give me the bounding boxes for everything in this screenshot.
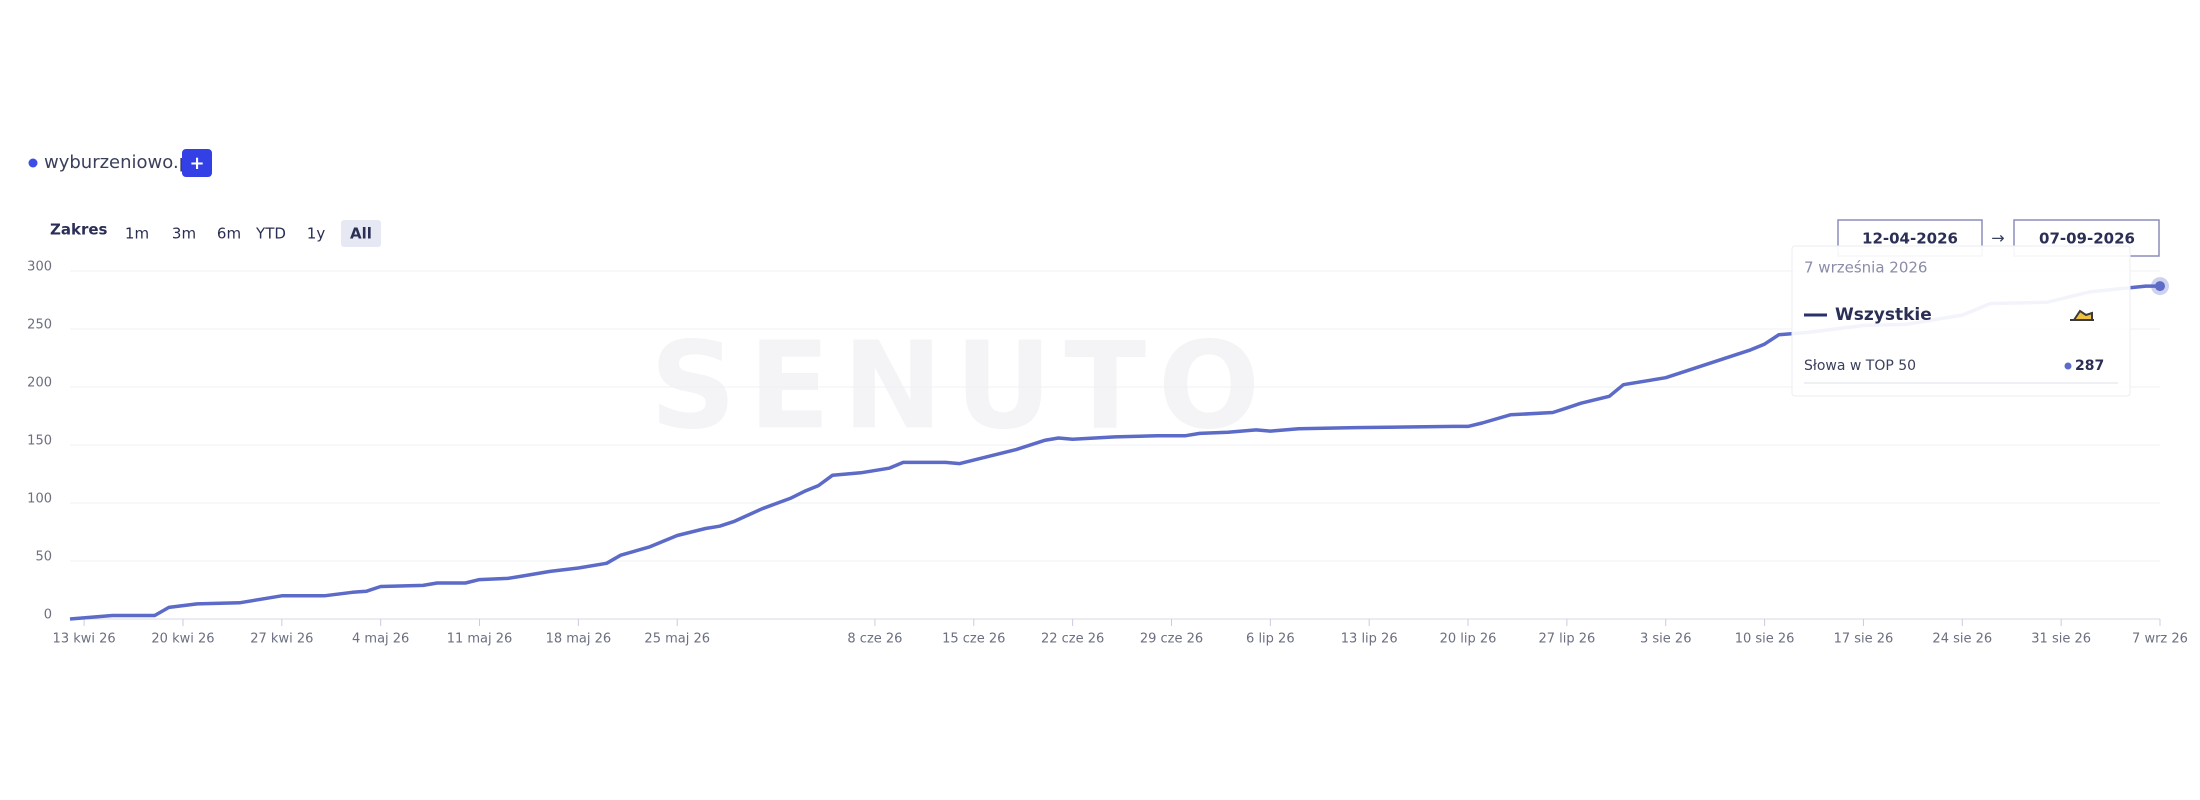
x-tick-label: 20 kwi 26: [151, 632, 214, 647]
range-button-label: YTD: [255, 225, 286, 243]
x-tick-label: 3 sie 26: [1640, 632, 1691, 647]
domain-label: wyburzeniowo.pl: [44, 152, 195, 173]
range-button[interactable]: All: [341, 220, 381, 247]
range-button-label: 3m: [172, 225, 196, 243]
x-tick-label: 29 cze 26: [1140, 632, 1203, 647]
x-tick-label: 22 cze 26: [1041, 632, 1104, 647]
range-button-label: 1m: [125, 225, 149, 243]
x-tick-label: 31 sie 26: [2031, 632, 2091, 647]
tooltip-value: 287: [2075, 358, 2104, 374]
range-button[interactable]: 3m: [172, 225, 196, 243]
range-button[interactable]: 6m: [217, 225, 241, 243]
y-tick-label: 150: [27, 434, 52, 449]
x-tick-label: 18 maj 26: [546, 632, 612, 647]
y-tick-label: 250: [27, 318, 52, 333]
y-tick-label: 200: [27, 376, 52, 391]
x-tick-label: 10 sie 26: [1735, 632, 1795, 647]
y-tick-label: 0: [44, 608, 52, 623]
x-tick-label: 13 kwi 26: [53, 632, 116, 647]
add-button[interactable]: +: [182, 149, 212, 177]
x-tick-label: 27 kwi 26: [250, 632, 313, 647]
y-tick-label: 300: [27, 260, 52, 275]
domain-dot: [28, 158, 38, 168]
x-tick-label: 24 sie 26: [1932, 632, 1992, 647]
x-tick-label: 8 cze 26: [847, 632, 902, 647]
y-tick-label: 50: [35, 550, 52, 565]
range-button-label: 1y: [307, 225, 326, 243]
x-tick-label: 7 wrz 26: [2132, 632, 2188, 647]
range-button[interactable]: 1y: [307, 225, 326, 243]
range-button-label: 6m: [217, 225, 241, 243]
x-tick-label: 27 lip 26: [1538, 632, 1595, 647]
date-to-label: 07-09-2026: [2039, 230, 2135, 248]
series-line: [69, 284, 2160, 621]
hover-point-core: [2155, 281, 2165, 292]
x-tick-label: 4 maj 26: [352, 632, 409, 647]
plot: 0 50 100 150 200 250 300 13 kwi 26 20 kwi 26 27 k…: [27, 260, 2188, 647]
x-tick-label: 13 lip 26: [1341, 632, 1398, 647]
y-tick-label: 100: [27, 492, 52, 507]
x-tick-label: 20 lip 26: [1440, 632, 1497, 647]
x-tick-label: 15 cze 26: [942, 632, 1005, 647]
tooltip-dot: [2064, 362, 2072, 370]
tooltip: 7 września 2026 Wszystkie Słowa w TOP 50…: [1791, 245, 2131, 397]
add-button-bg: [182, 149, 212, 177]
tooltip-date: 7 września 2026: [1804, 259, 1927, 277]
x-tick-label: 17 sie 26: [1834, 632, 1894, 647]
tooltip-box: [1791, 245, 2131, 397]
icon: [2070, 309, 2094, 321]
tooltip-metric: Słowa w TOP 50: [1804, 358, 1916, 374]
range-label: Zakres: [50, 221, 108, 239]
x-tick-label: 6 lip 26: [1246, 632, 1295, 647]
x-tick-label: 11 maj 26: [447, 632, 513, 647]
range-button[interactable]: 1m: [125, 225, 149, 243]
date-arrow: →: [1991, 229, 2004, 248]
series-name: Wszystkie: [1835, 305, 1932, 325]
range-button[interactable]: YTD: [255, 225, 286, 243]
x-tick-label: 25 maj 26: [644, 632, 710, 647]
add-button-label: +: [189, 153, 204, 174]
date-from-label: 12-04-2026: [1862, 230, 1958, 248]
range-button-label: All: [350, 225, 372, 243]
range-buttons: 1m 3m 6m YTD 1y All: [125, 220, 381, 247]
range-button-bg: [341, 220, 381, 247]
